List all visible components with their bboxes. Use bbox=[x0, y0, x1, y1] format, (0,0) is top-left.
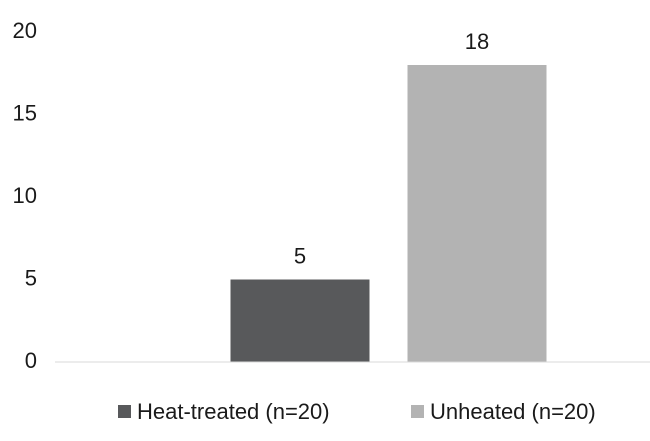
data-label: 5 bbox=[294, 243, 306, 268]
y-tick-label: 0 bbox=[25, 348, 37, 373]
bar bbox=[407, 65, 547, 362]
legend-label: Unheated (n=20) bbox=[430, 399, 596, 424]
legend-swatch bbox=[411, 405, 424, 418]
y-tick-label: 20 bbox=[13, 18, 37, 43]
y-tick-label: 15 bbox=[13, 100, 37, 125]
y-tick-label: 10 bbox=[13, 183, 37, 208]
legend-swatch bbox=[118, 405, 131, 418]
legend-label: Heat-treated (n=20) bbox=[137, 399, 330, 424]
bar bbox=[230, 279, 370, 362]
y-tick-label: 5 bbox=[25, 265, 37, 290]
data-label: 18 bbox=[465, 29, 489, 54]
